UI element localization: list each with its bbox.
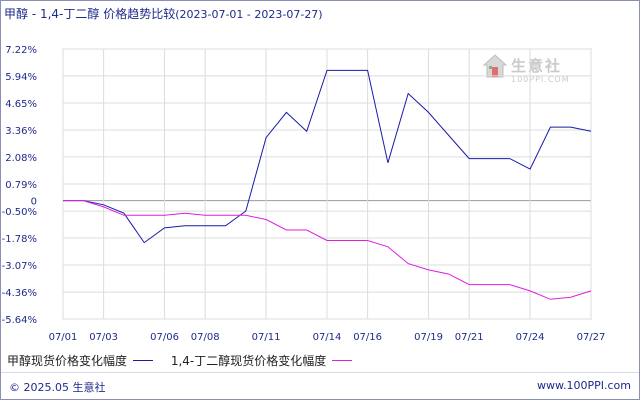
x-tick-label: 07/03 — [89, 332, 118, 343]
y-tick-label: 3.36% — [5, 126, 37, 137]
x-tick-label: 07/27 — [577, 332, 606, 343]
y-tick-label: -4.36% — [2, 288, 37, 299]
line-chart: 7.22% 5.94% 4.65% 3.36% 2.08% 0.79% 0-0.50% -1.… — [2, 45, 606, 343]
footer-divider — [1, 372, 639, 373]
x-tick-label: 07/06 — [150, 332, 179, 343]
y-tick-label: -1.78% — [2, 234, 37, 245]
y-tick-label: 7.22% — [5, 45, 37, 56]
legend-item-methanol: 甲醇现货价格变化幅度 — [7, 352, 154, 369]
series-line-2 — [63, 200, 592, 300]
chart-legend: 甲醇现货价格变化幅度 1,4-丁二醇现货价格变化幅度 — [7, 352, 366, 369]
x-tick-label: 07/16 — [353, 332, 382, 343]
y-tick-label: 0.79% — [5, 180, 37, 191]
legend-label: 甲醇现货价格变化幅度 — [7, 354, 128, 368]
legend-item-bdo: 1,4-丁二醇现货价格变化幅度 — [170, 352, 353, 369]
y-tick-label: -0.50% — [2, 207, 37, 218]
y-tick-label: 0 — [31, 197, 37, 208]
chart-title-main: 甲醇 - 1,4-丁二醇 价格趋势比较 — [4, 7, 176, 21]
chart-title: 甲醇 - 1,4-丁二醇 价格趋势比较(2023-07-01 - 2023-07… — [4, 5, 323, 22]
y-tick-label: 5.94% — [5, 72, 37, 83]
series-line-1 — [63, 69, 592, 244]
site-link[interactable]: www.100PPI.com — [537, 379, 631, 392]
y-tick-label: -5.64% — [2, 315, 37, 326]
legend-label: 1,4-丁二醇现货价格变化幅度 — [170, 354, 327, 368]
x-tick-label: 07/24 — [516, 332, 545, 343]
x-tick-label: 07/14 — [313, 332, 342, 343]
y-tick-label: 4.65% — [5, 99, 37, 110]
x-tick-label: 07/08 — [191, 332, 220, 343]
y-tick-label: 2.08% — [5, 153, 37, 164]
x-tick-label: 07/11 — [252, 332, 281, 343]
y-tick-label: -3.07% — [2, 261, 37, 272]
x-tick-label: 07/01 — [49, 332, 78, 343]
x-tick-label: 07/19 — [414, 332, 443, 343]
legend-swatch — [133, 360, 154, 361]
x-tick-label: 07/21 — [455, 332, 484, 343]
legend-swatch — [332, 360, 353, 361]
chart-title-range: (2023-07-01 - 2023-07-27) — [175, 8, 323, 21]
copyright-text: © 2025.05 生意社 — [9, 381, 106, 394]
